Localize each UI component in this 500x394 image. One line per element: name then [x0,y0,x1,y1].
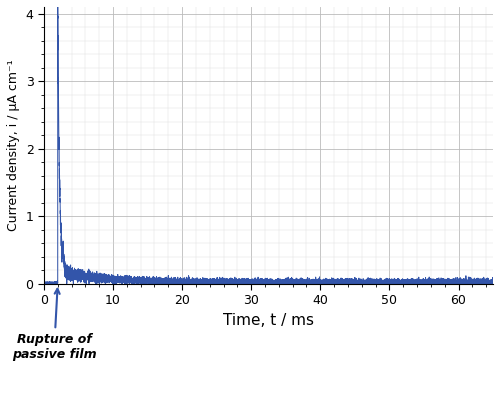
Y-axis label: Current density, i / μA cm⁻¹: Current density, i / μA cm⁻¹ [7,59,20,231]
X-axis label: Time, t / ms: Time, t / ms [223,313,314,328]
Text: Rupture of
passive film: Rupture of passive film [12,289,96,361]
